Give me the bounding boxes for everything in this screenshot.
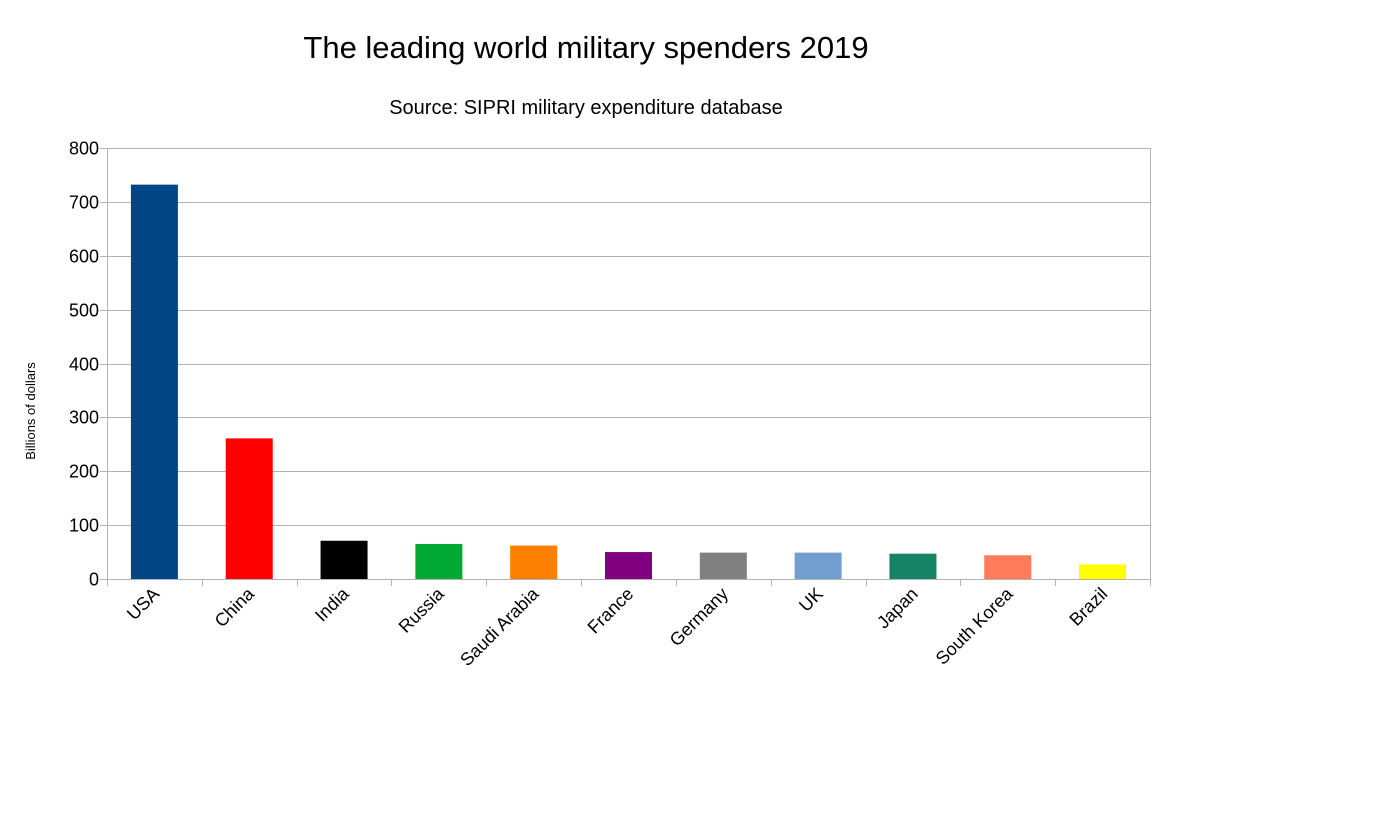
bar-china [225,438,273,579]
bars [130,184,1127,579]
x-tick-label: India [311,583,353,625]
bar-france [605,552,652,579]
bar-usa [130,184,178,579]
bar-uk [794,552,842,579]
bar-japan [889,553,937,579]
bar-south-korea [984,555,1032,579]
gridlines [107,148,1150,526]
bar-saudi-arabia [510,545,558,579]
y-axis-label: Billions of dollars [23,362,38,460]
bar-germany [699,552,747,579]
x-tick-label: UK [795,584,827,616]
chart-title: The leading world military spenders 2019 [303,30,868,65]
x-tick-label: Russia [395,583,449,637]
bar-russia [415,543,463,579]
x-tick-label: South Korea [932,583,1018,669]
bar-india [320,540,368,579]
y-tick-label: 100 [69,516,99,536]
y-tick-label: 0 [89,570,99,590]
bar-brazil [1079,564,1127,579]
y-tick-label: 600 [69,247,99,267]
x-tick-label: USA [123,584,163,624]
chart-subtitle: Source: SIPRI military expenditure datab… [389,97,783,119]
axes [100,148,1151,586]
x-tick-label: Brazil [1065,584,1111,630]
x-tick-label: France [584,584,638,638]
y-tick-label: 500 [69,301,99,321]
x-tick-labels: USA China India Russia Saudi Arabia France Ger… [123,583,1112,670]
y-tick-label: 700 [69,193,99,213]
x-tick-label: Germany [666,584,732,650]
y-tick-label: 400 [69,355,99,375]
x-tick-label: China [211,583,259,631]
x-tick-label: Japan [873,584,922,633]
y-tick-labels: 0 100 200 300 400 500 600 700 800 [69,139,99,590]
y-tick-label: 200 [69,462,99,482]
y-tick-label: 300 [69,408,99,428]
x-tick-label: Saudi Arabia [456,583,543,670]
y-tick-label: 800 [69,139,99,159]
